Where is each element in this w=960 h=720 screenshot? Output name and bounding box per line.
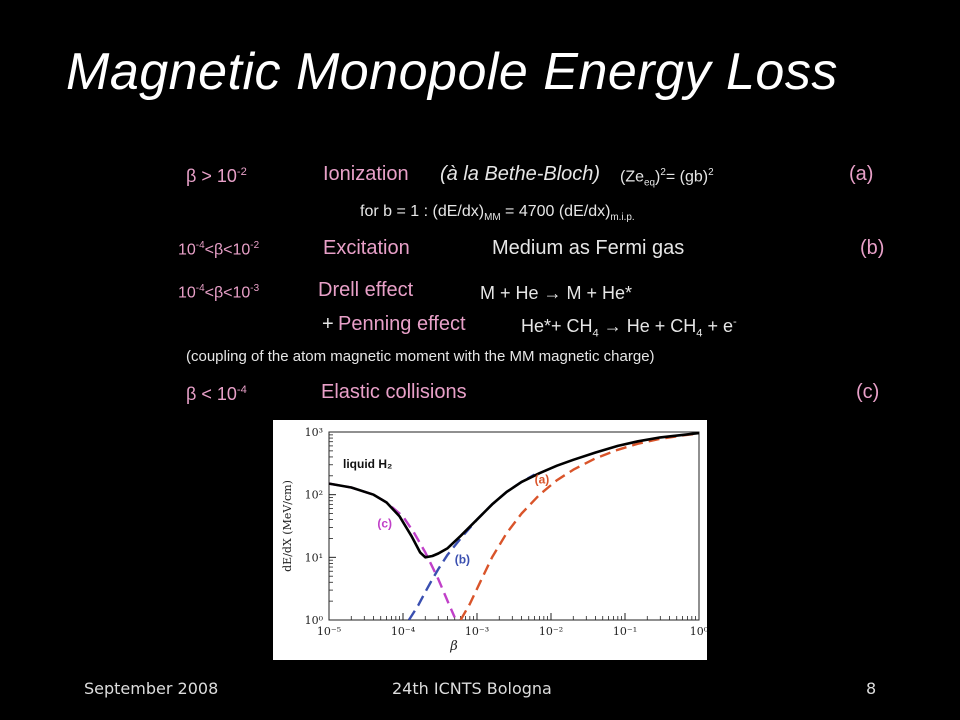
x-tick-label: 10⁻² — [539, 625, 563, 638]
row1-equation: (Zeeq)2= (gb)2 — [620, 167, 714, 189]
series-line-c — [329, 482, 456, 618]
row4-reaction: M + He → M + He* — [480, 283, 633, 303]
row1-mechanism: Ionization — [323, 163, 409, 185]
x-tick-label: 10⁻⁵ — [317, 625, 341, 638]
row5-plus: + — [322, 313, 334, 335]
row6-note: (coupling of the atom magnetic moment wi… — [186, 348, 655, 365]
row3-mechanism: Excitation — [323, 237, 410, 259]
row1-label-a: (a) — [849, 163, 874, 185]
x-tick-label: 10⁻¹ — [613, 625, 637, 638]
y-tick-label: 10² — [305, 489, 323, 502]
row7-beta: β < 10-4 — [186, 384, 247, 404]
series-line-a — [459, 432, 699, 620]
row4-mechanism: Drell effect — [318, 279, 414, 301]
series-label-b: (b) — [455, 552, 470, 566]
y-tick-label: 10¹ — [305, 551, 323, 564]
slide-title: Magnetic Monopole Energy Loss — [66, 43, 838, 101]
row4-beta-range: 10-4<β<10-3 — [178, 283, 260, 302]
footer-date: September 2008 — [84, 679, 219, 698]
footer-page-number: 8 — [866, 679, 877, 698]
series-label-a: (a) — [535, 473, 550, 487]
row7-label-c: (c) — [856, 381, 880, 403]
y-tick-label: 10³ — [305, 426, 323, 439]
row5-reaction: He*+ CH4 → He + CH4 + e- — [521, 316, 737, 340]
y-axis-label: dE/dX (MeV/cm) — [281, 480, 294, 572]
row3-label-b: (b) — [860, 237, 885, 259]
x-tick-label: 10⁻³ — [465, 625, 489, 638]
energy-loss-chart: 10⁻⁵ 10⁻⁴ 10⁻³ 10⁻² 10⁻¹ 10⁰ 10⁰ 10¹ 10² 10³ β dE/d… — [281, 426, 707, 654]
plot-area-frame — [328, 431, 700, 621]
row5-mechanism: Penning effect — [338, 313, 466, 335]
row1-beta: β > 10-2 — [186, 166, 247, 186]
x-tick-label: 10⁰ — [690, 625, 707, 638]
medium-annotation: liquid H₂ — [343, 457, 392, 471]
y-tick-label: 10⁰ — [305, 614, 324, 627]
row2-ratio: for b = 1 : (dE/dx)MM = 4700 (dE/dx)m.i.… — [360, 203, 635, 224]
series-label-c: (c) — [377, 516, 392, 530]
row3-description: Medium as Fermi gas — [492, 237, 685, 259]
row3-beta-range: 10-4<β<10-2 — [178, 240, 260, 259]
series-line-b — [407, 473, 536, 620]
series-line-total — [329, 432, 699, 559]
footer-event: 24th ICNTS Bologna — [392, 679, 552, 698]
energy-loss-plot: 10⁻⁵ 10⁻⁴ 10⁻³ 10⁻² 10⁻¹ 10⁰ 10⁰ 10¹ 10² 10³ β dE/d… — [273, 420, 707, 660]
x-tick-label: 10⁻⁴ — [391, 625, 416, 638]
row7-mechanism: Elastic collisions — [321, 381, 467, 403]
x-axis-label: β — [449, 639, 458, 654]
row1-bethe-bloch: (à la Bethe-Bloch) — [440, 163, 601, 185]
